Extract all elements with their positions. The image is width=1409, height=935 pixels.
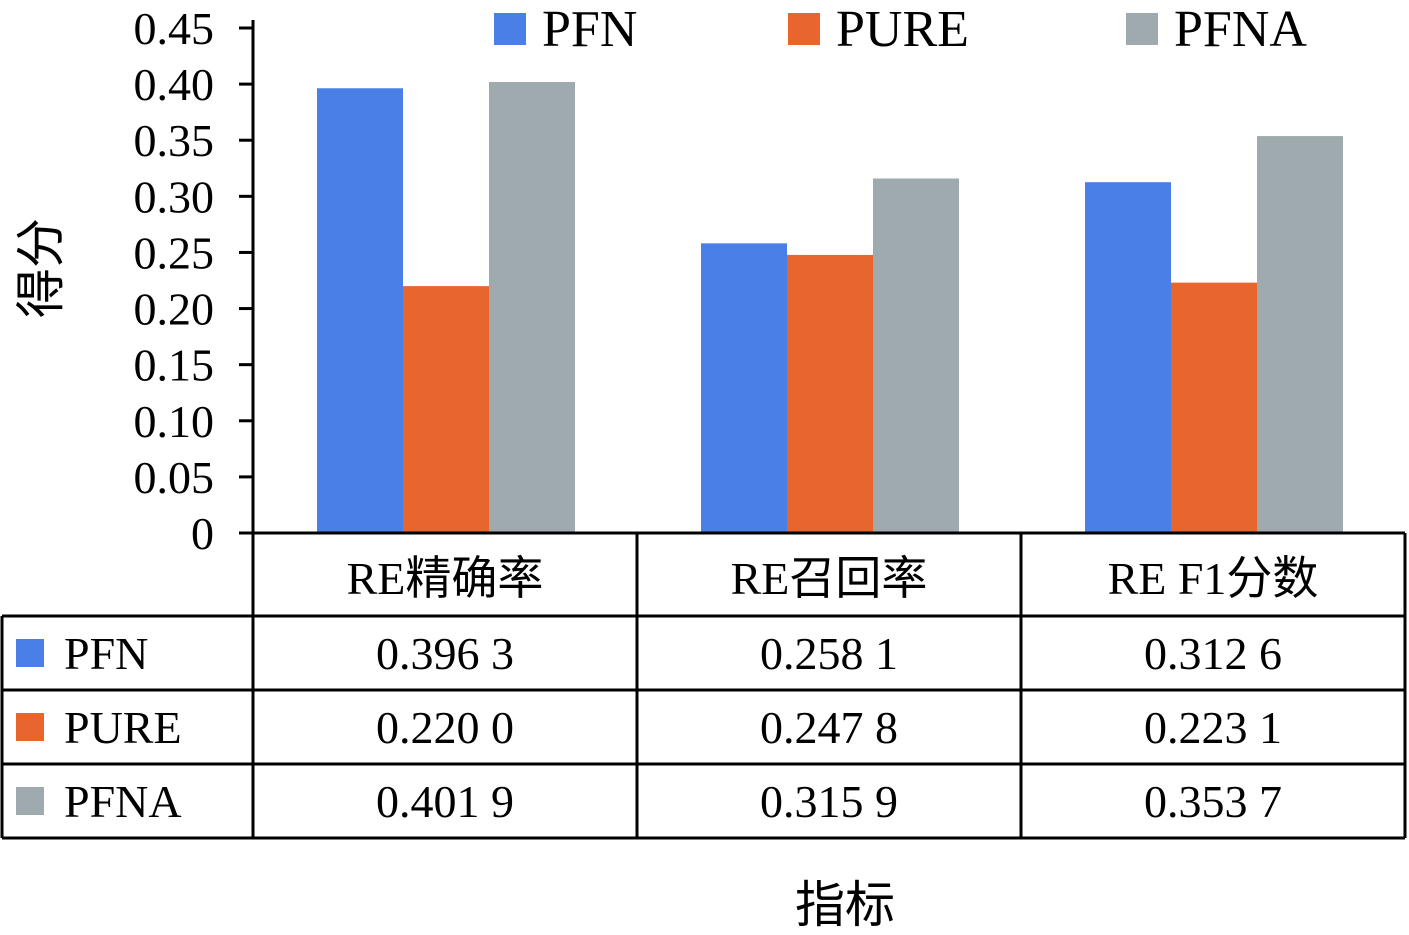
bar-pure-1: [787, 254, 873, 533]
y-tick-label: 0.35: [134, 115, 215, 166]
table-value-cell: 0.312 6: [1144, 628, 1282, 679]
bar-pfna-0: [489, 81, 575, 534]
bar-pfna-1: [873, 178, 959, 534]
table-swatch-pfn: [16, 639, 44, 667]
legend: PFN PURE PFNA: [494, 1, 1307, 58]
y-tick-label: 0.20: [134, 284, 215, 335]
table-value-cell: 0.315 9: [760, 776, 898, 827]
y-tick-label: 0.05: [134, 452, 215, 503]
x-axis-title: 指标: [795, 876, 895, 934]
legend-swatch-pfn: [494, 13, 526, 45]
bar-pfn-0: [317, 88, 403, 533]
table-value-cell: 0.247 8: [760, 702, 898, 753]
legend-label-pfn: PFN: [542, 1, 637, 58]
table-value-cell: 0.220 0: [376, 702, 514, 753]
x-category-label: RE精确率: [347, 553, 544, 604]
y-axis-title: 得分: [12, 218, 70, 318]
table-series-label: PFN: [64, 628, 148, 679]
table-value-cell: 0.396 3: [376, 628, 514, 679]
table-value-cell: 0.223 1: [1144, 702, 1282, 753]
table-swatch-pfna: [16, 787, 44, 815]
data-table: RE精确率 RE召回率 RE F1分数 PFN 0.396 3 0.258 1 0.312 …: [0, 531, 1407, 840]
bar-pfna-2: [1257, 136, 1343, 533]
y-tick-label: 0.40: [134, 59, 215, 110]
bars-layer: [317, 81, 1343, 534]
y-tick-label: 0.30: [134, 171, 215, 222]
x-category-label: RE召回率: [731, 553, 928, 604]
table-series-label: PFNA: [64, 776, 182, 827]
x-category-label: RE F1分数: [1108, 553, 1319, 604]
bar-pfn-2: [1085, 182, 1171, 533]
table-swatch-pure: [16, 713, 44, 741]
y-axis: 00.050.100.150.20 0.250.300.350.400.45: [134, 3, 255, 559]
legend-label-pfna: PFNA: [1174, 1, 1307, 58]
table-series-label: PURE: [64, 702, 182, 753]
table-value-cell: 0.353 7: [1144, 776, 1282, 827]
bar-pure-0: [403, 286, 489, 533]
y-tick-label: 0: [191, 508, 214, 559]
legend-swatch-pfna: [1126, 13, 1158, 45]
table-value-cell: 0.258 1: [760, 628, 898, 679]
y-tick-label: 0.10: [134, 396, 215, 447]
y-tick-label: 0.45: [134, 3, 215, 54]
bar-pure-2: [1171, 282, 1257, 533]
bar-pfn-1: [701, 243, 787, 534]
y-tick-label: 0.15: [134, 340, 215, 391]
table-value-cell: 0.401 9: [376, 776, 514, 827]
legend-label-pure: PURE: [836, 1, 969, 58]
legend-swatch-pure: [788, 13, 820, 45]
y-tick-label: 0.25: [134, 227, 215, 278]
